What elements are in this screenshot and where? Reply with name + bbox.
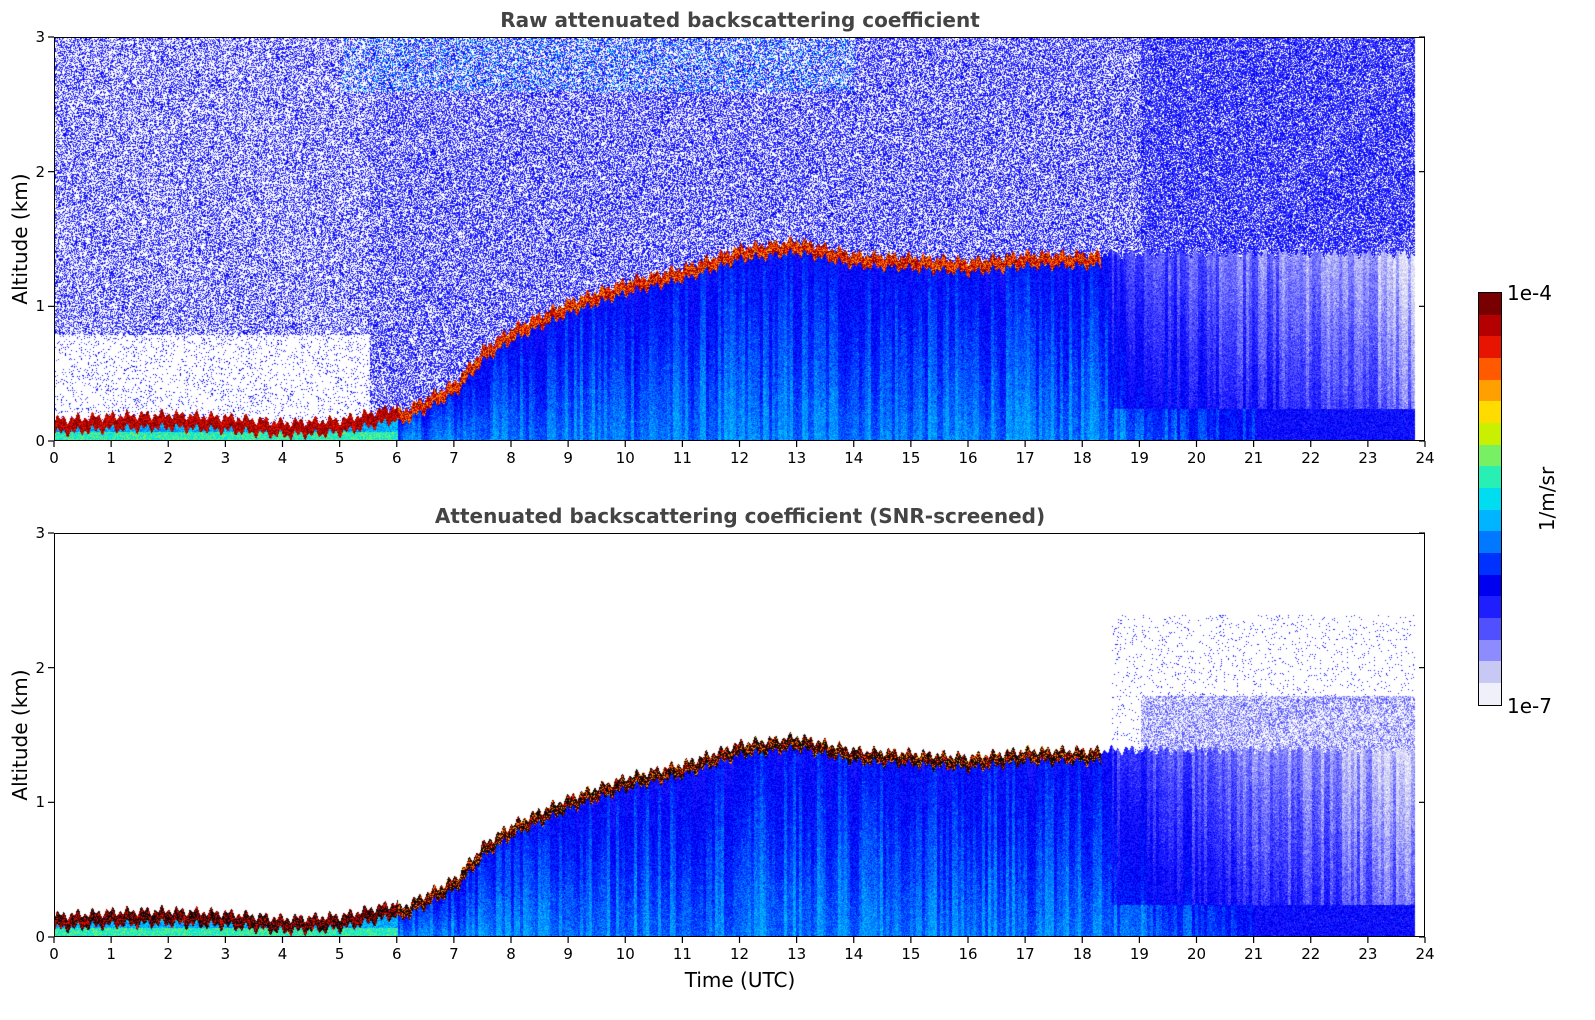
x-tick-label: 18 bbox=[1072, 945, 1092, 963]
x-tick-label: 5 bbox=[334, 449, 345, 467]
x-tick-label: 2 bbox=[163, 945, 174, 963]
heatmap-raw bbox=[55, 38, 1424, 440]
plot-area-screened bbox=[54, 533, 1425, 937]
x-tick-label: 21 bbox=[1244, 945, 1264, 963]
y-tick-label: 2 bbox=[35, 658, 45, 677]
x-tick-label: 23 bbox=[1358, 449, 1378, 467]
x-tick-label: 19 bbox=[1129, 449, 1149, 467]
y-tick-label: 2 bbox=[35, 162, 45, 181]
x-tick-label: 10 bbox=[615, 449, 635, 467]
x-tick-label: 16 bbox=[958, 945, 978, 963]
colorbar-step bbox=[1479, 444, 1501, 467]
x-tick-label: 20 bbox=[1186, 449, 1207, 467]
x-tick-label: 7 bbox=[449, 945, 459, 963]
x-axis-label: Time (UTC) bbox=[684, 968, 796, 992]
x-tick-label: 0 bbox=[49, 945, 59, 963]
colorbar-min-label: 1e-7 bbox=[1507, 694, 1552, 718]
heatmap-screened bbox=[55, 534, 1424, 936]
x-tick-label: 16 bbox=[958, 449, 978, 467]
x-tick-label: 21 bbox=[1244, 449, 1264, 467]
x-tick-label: 3 bbox=[220, 449, 231, 467]
colorbar-step bbox=[1479, 618, 1501, 640]
x-tick-label: 0 bbox=[49, 449, 59, 467]
x-tick-label: 10 bbox=[615, 945, 635, 963]
y-tick-label: 3 bbox=[35, 28, 45, 46]
chart-title-screened: Attenuated backscattering coefficient (S… bbox=[434, 504, 1046, 528]
colorbar-step bbox=[1479, 639, 1501, 662]
x-tick-label: 18 bbox=[1072, 449, 1092, 467]
x-tick-label: 24 bbox=[1415, 945, 1435, 963]
x-tick-label: 6 bbox=[391, 945, 402, 963]
colorbar-step bbox=[1479, 553, 1501, 575]
x-tick-label: 13 bbox=[787, 449, 807, 467]
plot-area-raw bbox=[54, 37, 1425, 441]
x-tick-label: 8 bbox=[506, 945, 516, 963]
y-tick-label: 0 bbox=[35, 432, 45, 450]
x-tick-label: 1 bbox=[106, 449, 116, 467]
x-tick-label: 19 bbox=[1129, 945, 1149, 963]
x-tick-label: 12 bbox=[729, 945, 750, 963]
colorbar-step bbox=[1479, 574, 1501, 597]
y-tick-label: 0 bbox=[35, 928, 45, 946]
x-tick-label: 4 bbox=[277, 449, 288, 467]
colorbar-step bbox=[1479, 683, 1501, 705]
colorbar-step bbox=[1479, 423, 1501, 445]
x-tick-label: 14 bbox=[844, 449, 864, 467]
colorbar-step bbox=[1479, 466, 1501, 489]
x-tick-label: 11 bbox=[672, 449, 692, 467]
x-tick-label: 4 bbox=[277, 945, 288, 963]
x-tick-label: 13 bbox=[787, 945, 807, 963]
chart-title-raw: Raw attenuated backscattering coefficien… bbox=[500, 8, 980, 32]
x-tick-label: 8 bbox=[506, 449, 516, 467]
colorbar-step bbox=[1479, 358, 1501, 380]
y-tick-label: 1 bbox=[35, 297, 45, 316]
x-tick-label: 5 bbox=[334, 945, 345, 963]
x-tick-label: 7 bbox=[449, 449, 459, 467]
x-tick-label: 20 bbox=[1186, 945, 1207, 963]
colorbar-step bbox=[1479, 379, 1501, 402]
x-tick-label: 17 bbox=[1015, 945, 1035, 963]
colorbar-max-label: 1e-4 bbox=[1507, 281, 1552, 305]
x-tick-label: 12 bbox=[729, 449, 750, 467]
colorbar-step bbox=[1479, 661, 1501, 684]
colorbar-step bbox=[1479, 488, 1501, 510]
colorbar-step bbox=[1479, 336, 1501, 359]
x-tick-label: 15 bbox=[901, 449, 921, 467]
colorbar-step bbox=[1479, 401, 1501, 424]
colorbar-step bbox=[1479, 293, 1501, 315]
x-tick-label: 9 bbox=[563, 449, 573, 467]
x-tick-label: 22 bbox=[1301, 449, 1321, 467]
y-tick-label: 3 bbox=[35, 524, 45, 542]
x-tick-label: 22 bbox=[1301, 945, 1321, 963]
x-tick-label: 23 bbox=[1358, 945, 1378, 963]
x-tick-label: 1 bbox=[106, 945, 116, 963]
y-tick-label: 1 bbox=[35, 793, 45, 812]
x-tick-label: 14 bbox=[844, 945, 864, 963]
x-tick-label: 15 bbox=[901, 945, 921, 963]
x-tick-label: 3 bbox=[220, 945, 231, 963]
x-tick-label: 6 bbox=[391, 449, 402, 467]
colorbar-step bbox=[1479, 314, 1501, 337]
colorbar-step bbox=[1479, 509, 1501, 532]
x-tick-label: 2 bbox=[163, 449, 174, 467]
colorbar bbox=[1478, 292, 1502, 706]
colorbar-step bbox=[1479, 531, 1501, 554]
colorbar-step bbox=[1479, 596, 1501, 619]
x-tick-label: 9 bbox=[563, 945, 573, 963]
x-tick-label: 24 bbox=[1415, 449, 1435, 467]
x-tick-label: 11 bbox=[672, 945, 692, 963]
x-tick-label: 17 bbox=[1015, 449, 1035, 467]
